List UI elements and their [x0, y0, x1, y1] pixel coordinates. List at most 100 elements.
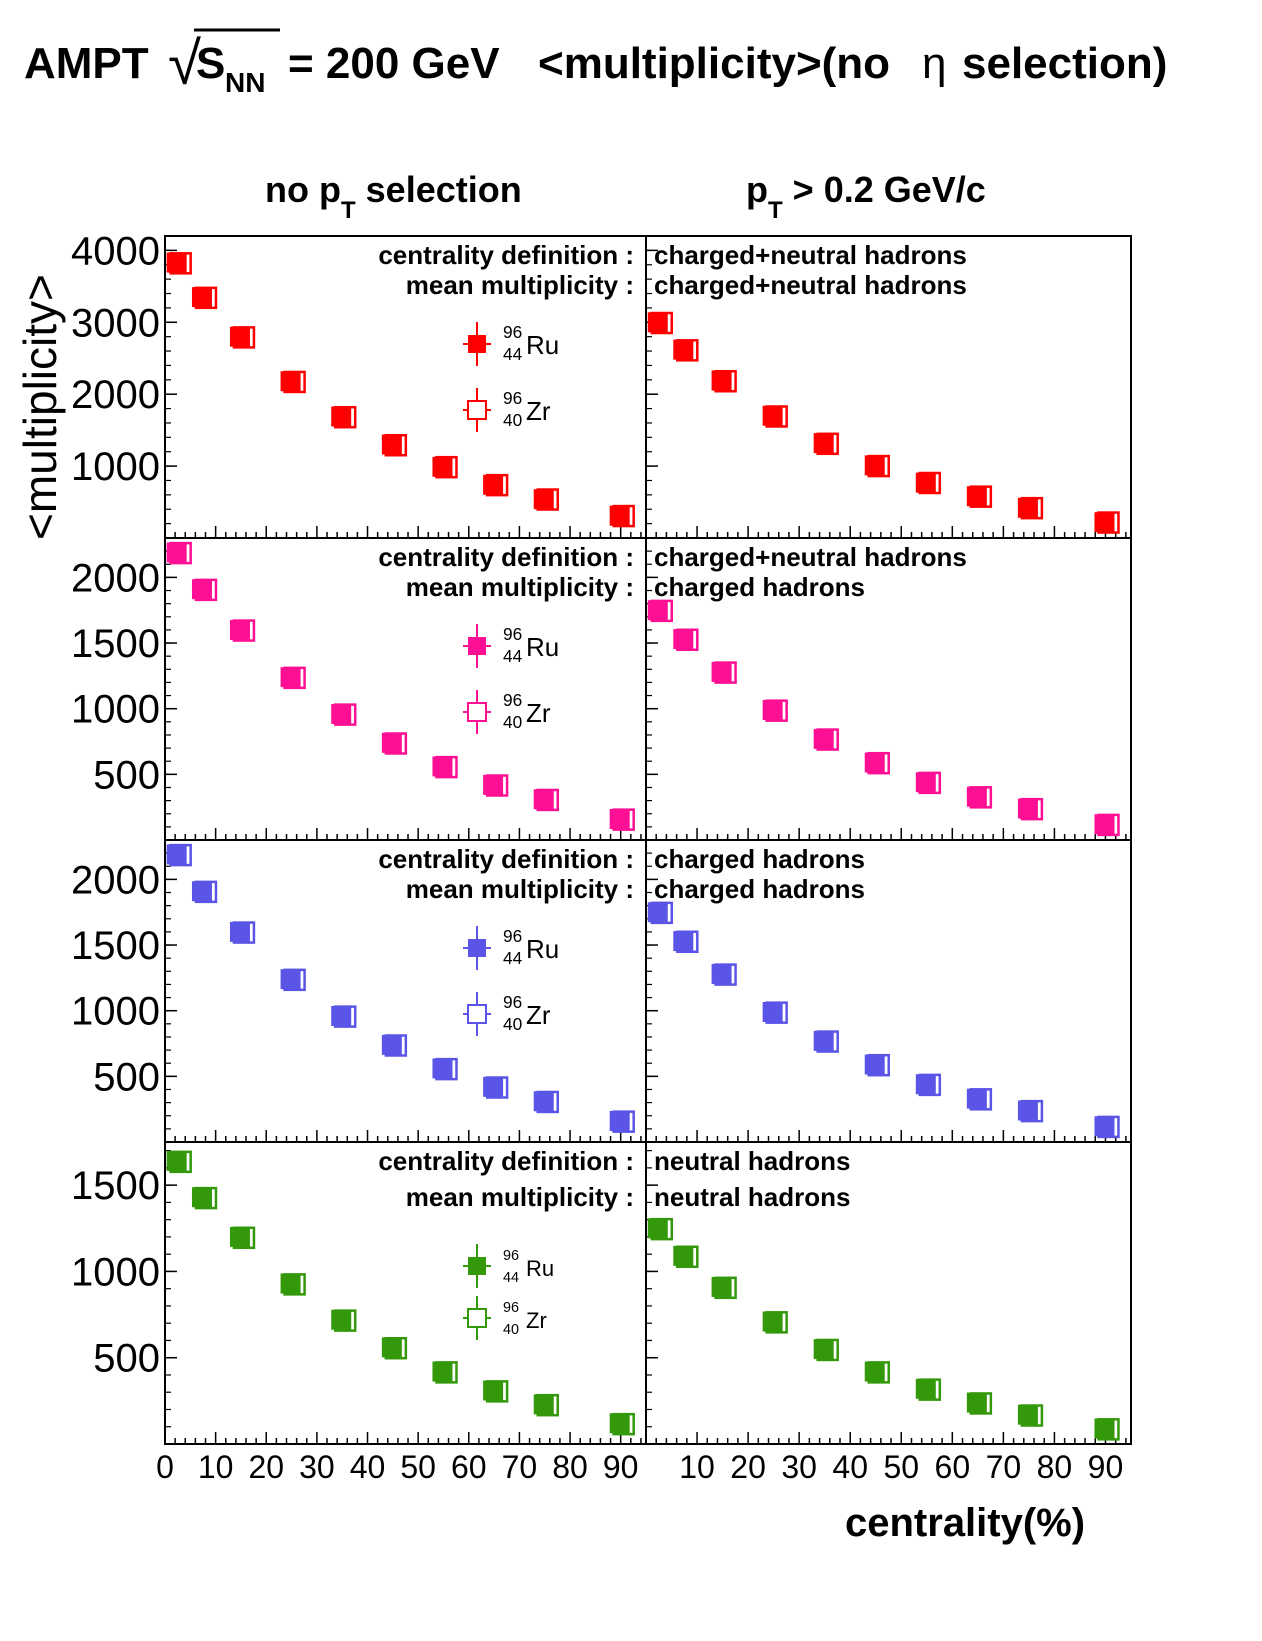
title-s: S [196, 39, 225, 88]
ru-point [813, 433, 834, 454]
ru-point [280, 667, 301, 688]
legend-ru-marker [468, 335, 486, 353]
legend-ru-symbol: Ru [526, 1256, 554, 1281]
panel-frame [645, 1141, 1132, 1445]
ru-point [166, 252, 187, 273]
x-tick-label: 90 [603, 1449, 639, 1485]
x-tick-label: 30 [299, 1449, 335, 1485]
title-prefix: AMPT [24, 39, 149, 88]
centrality-definition-label: centrality definition : [378, 844, 634, 874]
title-suffix: selection) [962, 39, 1167, 88]
col-right-main: p [746, 169, 768, 210]
ru-point [381, 1034, 402, 1055]
legend-zr-symbol: Zr [526, 396, 551, 426]
legend-ru-symbol: Ru [526, 330, 559, 360]
x-tick-label: 20 [730, 1449, 766, 1485]
ru-point [432, 756, 453, 777]
ru-point [966, 486, 987, 507]
legend-zr-mass: 96 [503, 1300, 519, 1316]
ru-point [762, 700, 783, 721]
mean-multiplicity-value: charged hadrons [654, 874, 865, 904]
ru-point [762, 405, 783, 426]
panel-r1-c1: 1000 2000 3000 4000 centrality definition :m… [71, 229, 647, 539]
ru-point [915, 772, 936, 793]
legend-ru-charge: 44 [503, 344, 523, 364]
ru-point [280, 1273, 301, 1294]
ru-point [673, 339, 694, 360]
ru-point [1094, 1418, 1115, 1439]
ru-point [381, 732, 402, 753]
ru-point [711, 963, 732, 984]
legend-zr-marker [467, 702, 487, 722]
centrality-definition-value: charged+neutral hadrons [654, 240, 967, 270]
ru-point [647, 312, 668, 333]
x-tick-label: 80 [1037, 1449, 1073, 1485]
ru-point [1094, 814, 1115, 835]
y-tick-label: 2000 [71, 373, 160, 417]
legend-ru-symbol: Ru [526, 934, 559, 964]
ru-point [966, 786, 987, 807]
ru-point [647, 600, 668, 621]
y-tick-label: 2000 [71, 556, 160, 600]
title-observable: <multiplicity>(no [538, 39, 890, 88]
ru-point [331, 703, 352, 724]
ru-point [229, 326, 250, 347]
ru-point [533, 489, 554, 510]
sqrt-symbol: √ [168, 30, 201, 97]
y-tick-label: 500 [93, 753, 160, 797]
ru-point [711, 370, 732, 391]
ru-point [483, 474, 504, 495]
x-tick-label: 20 [248, 1449, 284, 1485]
y-tick-label: 1500 [71, 1164, 160, 1208]
ru-point [1017, 798, 1038, 819]
x-tick-label: 80 [552, 1449, 588, 1485]
svg-text:no pT selection: no pT selection [265, 169, 522, 224]
ru-point [229, 619, 250, 640]
legend-zr-symbol: Zr [526, 1000, 551, 1030]
legend-ru-charge: 44 [503, 646, 523, 666]
ru-point [1017, 1100, 1038, 1121]
title-eta: η [922, 39, 946, 88]
ru-point [711, 1276, 732, 1297]
mean-multiplicity-label: mean multiplicity : [406, 572, 634, 602]
ru-point [711, 661, 732, 682]
centrality-definition-label: centrality definition : [378, 542, 634, 572]
ru-point [915, 1074, 936, 1095]
ru-point [762, 1311, 783, 1332]
legend-ru-mass: 96 [503, 1248, 519, 1264]
legend-zr-marker [467, 1004, 487, 1024]
x-axis-label: centrality(%) [845, 1501, 1085, 1545]
ru-point [432, 1361, 453, 1382]
ru-point [191, 579, 212, 600]
panel-r2-c1: 500 1000 1500 2000 centrality definition :me… [71, 537, 647, 841]
ru-point [1094, 1116, 1115, 1137]
ru-point [647, 1218, 668, 1239]
centrality-definition-label: centrality definition : [378, 240, 634, 270]
ru-point [609, 505, 630, 526]
x-tick-label: 60 [451, 1449, 487, 1485]
centrality-definition-value: neutral hadrons [654, 1146, 850, 1176]
y-tick-label: 500 [93, 1055, 160, 1099]
y-tick-label: 1000 [71, 445, 160, 489]
legend-zr-symbol: Zr [526, 698, 551, 728]
y-tick-label: 1500 [71, 622, 160, 666]
panel-r4-c1: 500 1000 1500 centrality definition : mean m… [71, 1141, 647, 1445]
ru-point [966, 1392, 987, 1413]
ru-point [483, 1380, 504, 1401]
legend-ru-charge: 44 [503, 1270, 519, 1286]
legend-ru-marker [468, 1257, 486, 1275]
col-right-rest: > 0.2 GeV/c [783, 169, 986, 210]
legend-zr-charge: 40 [503, 1322, 519, 1338]
ru-point [331, 1309, 352, 1330]
col-left-sub: T [341, 197, 356, 224]
x-tick-label: 60 [935, 1449, 971, 1485]
x-tick-label: 50 [400, 1449, 436, 1485]
legend-ru-mass: 96 [503, 624, 522, 644]
x-tick-label: 10 [679, 1449, 715, 1485]
ru-point [191, 881, 212, 902]
legend-zr-mass: 96 [503, 388, 522, 408]
ru-point [483, 774, 504, 795]
y-tick-label: 2000 [71, 858, 160, 902]
